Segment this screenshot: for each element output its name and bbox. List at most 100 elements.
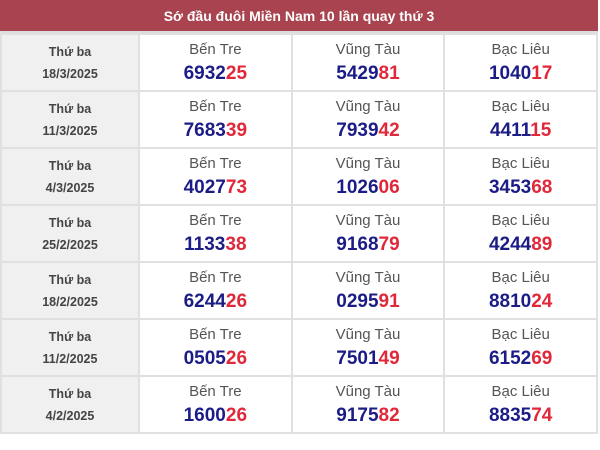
draw-date: 4/3/2025 [45, 180, 95, 195]
province-name: Vũng Tàu [335, 97, 401, 115]
number-suffix: 91 [378, 290, 400, 312]
number-prefix: 1600 [183, 404, 226, 426]
number-prefix: 7501 [336, 347, 379, 369]
number-suffix: 06 [378, 176, 400, 198]
result-cell: Vũng Tàu 542981 [290, 33, 446, 92]
province-name: Bạc Liêu [491, 268, 550, 286]
date-cell: Thứ ba 4/3/2025 [0, 147, 140, 206]
lottery-number: 104017 [445, 61, 596, 87]
province-name: Vũng Tàu [335, 154, 401, 172]
lottery-number: 542981 [293, 61, 444, 87]
date-cell: Thứ ba 4/2/2025 [0, 375, 140, 434]
date-cell: Thứ ba 25/2/2025 [0, 204, 140, 263]
province-name: Vũng Tàu [335, 325, 401, 343]
number-prefix: 0295 [336, 290, 379, 312]
province-name: Bến Tre [189, 382, 242, 400]
number-suffix: 26 [225, 404, 248, 426]
table-row: Thứ ba 11/3/2025 Bến Tre 768339 Vũng Tàu… [0, 90, 598, 149]
number-prefix: 4411 [490, 119, 531, 141]
result-cell: Bạc Liêu 883574 [443, 375, 598, 434]
weekday: Thứ ba [48, 44, 92, 59]
number-prefix: 4244 [488, 233, 532, 255]
result-cell: Bạc Liêu 104017 [443, 33, 598, 92]
result-cell: Bến Tre 693225 [138, 33, 293, 92]
result-cell: Bến Tre 402773 [138, 147, 293, 206]
result-cell: Vũng Tàu 793942 [290, 90, 446, 149]
lottery-number: 881024 [445, 289, 596, 315]
table-row: Thứ ba 4/2/2025 Bến Tre 160026 Vũng Tàu … [0, 375, 598, 434]
weekday: Thứ ba [48, 329, 92, 344]
lottery-number: 916879 [293, 232, 444, 258]
lottery-number: 029591 [293, 289, 444, 315]
number-prefix: 8810 [488, 290, 532, 312]
province-name: Bến Tre [189, 268, 242, 286]
result-cell: Bến Tre 050526 [138, 318, 293, 377]
draw-date: 11/2/2025 [42, 351, 98, 366]
result-cell: Bạc Liêu 345368 [443, 147, 598, 206]
number-suffix: 15 [530, 119, 552, 141]
number-prefix: 7683 [183, 119, 226, 141]
result-cell: Bạc Liêu 424489 [443, 204, 598, 263]
province-name: Bến Tre [189, 211, 242, 229]
date-cell: Thứ ba 11/2/2025 [0, 318, 140, 377]
province-name: Bạc Liêu [491, 325, 550, 343]
result-cell: Vũng Tàu 029591 [290, 261, 446, 320]
number-suffix: 49 [378, 347, 400, 369]
lottery-number: 402773 [140, 175, 291, 201]
draw-date: 11/3/2025 [42, 123, 98, 138]
number-prefix: 6932 [183, 62, 226, 84]
number-suffix: 39 [225, 119, 248, 141]
weekday: Thứ ba [48, 101, 92, 116]
province-name: Vũng Tàu [335, 40, 401, 58]
province-name: Vũng Tàu [335, 382, 401, 400]
result-cell: Bạc Liêu 615269 [443, 318, 598, 377]
draw-date: 18/3/2025 [42, 66, 98, 81]
number-prefix: 6152 [488, 347, 532, 369]
lottery-number: 793942 [293, 118, 444, 144]
number-suffix: 89 [531, 233, 553, 255]
number-suffix: 17 [531, 62, 553, 84]
number-prefix: 1133 [184, 233, 226, 255]
lottery-number: 050526 [140, 346, 291, 372]
table-row: Thứ ba 4/3/2025 Bến Tre 402773 Vũng Tàu … [0, 147, 598, 206]
number-suffix: 81 [378, 62, 400, 84]
result-cell: Vũng Tàu 916879 [290, 204, 446, 263]
weekday: Thứ ba [48, 158, 92, 173]
number-prefix: 9175 [336, 404, 379, 426]
result-cell: Vũng Tàu 917582 [290, 375, 446, 434]
draw-date: 25/2/2025 [42, 237, 98, 252]
number-suffix: 79 [378, 233, 400, 255]
number-suffix: 82 [378, 404, 400, 426]
number-suffix: 24 [531, 290, 553, 312]
province-name: Bạc Liêu [491, 211, 550, 229]
lottery-number: 441115 [445, 118, 596, 144]
lottery-number: 750149 [293, 346, 444, 372]
result-cell: Bến Tre 113338 [138, 204, 293, 263]
table-title: Sớ đầu đuôi Miền Nam 10 lần quay thứ 3 [0, 0, 598, 33]
number-prefix: 4027 [183, 176, 226, 198]
province-name: Bạc Liêu [491, 382, 550, 400]
result-cell: Bến Tre 624426 [138, 261, 293, 320]
results-table: Thứ ba 18/3/2025 Bến Tre 693225 Vũng Tàu… [0, 33, 598, 434]
number-prefix: 9168 [336, 233, 379, 255]
table-row: Thứ ba 18/3/2025 Bến Tre 693225 Vũng Tàu… [0, 33, 598, 92]
date-cell: Thứ ba 11/3/2025 [0, 90, 140, 149]
weekday: Thứ ba [48, 386, 92, 401]
draw-date: 4/2/2025 [45, 408, 95, 423]
number-prefix: 1026 [336, 176, 379, 198]
table-row: Thứ ba 11/2/2025 Bến Tre 050526 Vũng Tàu… [0, 318, 598, 377]
draw-date: 18/2/2025 [42, 294, 98, 309]
province-name: Vũng Tàu [335, 268, 401, 286]
province-name: Bến Tre [189, 154, 242, 172]
number-suffix: 42 [378, 119, 400, 141]
table-row: Thứ ba 25/2/2025 Bến Tre 113338 Vũng Tàu… [0, 204, 598, 263]
result-cell: Bạc Liêu 441115 [443, 90, 598, 149]
province-name: Vũng Tàu [335, 211, 401, 229]
number-suffix: 74 [531, 404, 553, 426]
result-cell: Vũng Tàu 102606 [290, 147, 446, 206]
number-suffix: 73 [225, 176, 248, 198]
number-prefix: 8835 [488, 404, 532, 426]
weekday: Thứ ba [48, 272, 92, 287]
result-cell: Bạc Liêu 881024 [443, 261, 598, 320]
number-prefix: 6244 [183, 290, 226, 312]
